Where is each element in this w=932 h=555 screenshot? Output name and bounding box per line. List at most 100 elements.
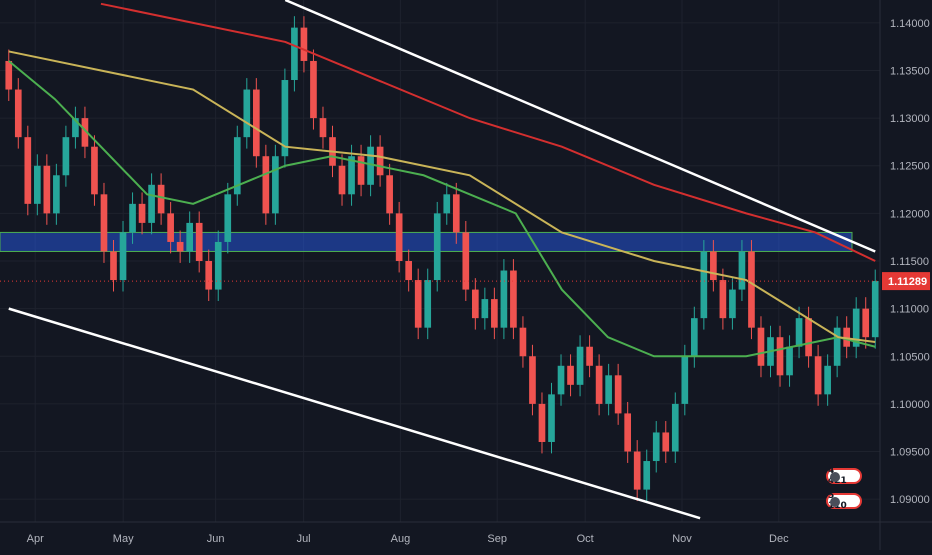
candle-body <box>319 118 327 138</box>
candle-body <box>795 318 803 347</box>
candle-body <box>262 156 270 214</box>
candle-body <box>519 327 527 357</box>
candle-body <box>833 327 841 366</box>
candle-body <box>186 222 194 252</box>
candle-body <box>395 213 403 261</box>
zone-layer <box>0 231 853 252</box>
candle-body <box>167 213 174 242</box>
candle-body <box>786 346 793 376</box>
candle-body <box>81 118 89 147</box>
candle-body <box>481 299 489 319</box>
moving-average-line <box>100 2 876 262</box>
candle-body <box>357 156 365 185</box>
candle-body <box>386 175 393 214</box>
candle-body <box>748 251 755 328</box>
moving-average-line <box>8 50 876 343</box>
price-tick-label: 1.13000 <box>890 113 930 125</box>
candle-body <box>252 89 260 157</box>
candle-body <box>614 375 622 414</box>
candle-body <box>129 203 136 233</box>
candle-body <box>405 261 413 281</box>
flag-icon <box>830 497 840 507</box>
candle-body <box>633 451 641 490</box>
candle-body <box>652 432 660 462</box>
candle-body <box>291 27 298 81</box>
candle-body <box>462 232 470 290</box>
candle-body <box>814 356 822 395</box>
candle-body <box>205 261 213 290</box>
candle-body <box>72 118 79 138</box>
candle-body <box>805 318 812 357</box>
candle-body <box>452 194 460 233</box>
moving-average-line <box>8 60 876 358</box>
candle-body <box>510 270 517 328</box>
last-price-badge <box>882 272 930 291</box>
time-axis[interactable]: Apr May Jun Jul Aug Sep Oct Nov Dec <box>27 533 789 545</box>
candle-body <box>157 184 165 214</box>
time-tick-label: Aug <box>391 533 411 545</box>
candle-body <box>776 337 784 376</box>
candle-body <box>605 375 612 404</box>
candle-body <box>443 194 451 214</box>
candle-body <box>852 308 860 347</box>
candle-body <box>500 270 508 328</box>
candle-body <box>586 346 593 366</box>
last-price-tag: 1.11289 <box>882 272 930 291</box>
candle-body <box>710 251 717 281</box>
candle-body <box>33 165 41 204</box>
candle-body <box>281 80 289 157</box>
candle-body <box>690 318 698 357</box>
time-tick-label: Nov <box>672 533 692 545</box>
price-axis[interactable]: 1.14000 1.13500 1.13000 1.12500 1.12000 1.115… <box>890 18 930 506</box>
candle-body <box>433 213 441 281</box>
candle-body <box>300 27 308 61</box>
trendline <box>8 307 701 520</box>
event-badge-2[interactable]: 5 110 <box>826 491 862 511</box>
candle-body <box>43 165 51 214</box>
candle-body <box>576 346 584 385</box>
last-price-label: 1.11289 <box>888 276 927 288</box>
candle-body <box>233 137 241 195</box>
candle-body <box>376 146 384 176</box>
candle-body <box>414 280 422 328</box>
candle-body <box>100 194 108 252</box>
candle-body <box>557 365 565 395</box>
trendline <box>284 0 876 253</box>
trendlines <box>8 0 876 520</box>
candle-body <box>529 356 536 404</box>
time-tick-label: Jul <box>297 533 311 545</box>
candle-body <box>5 60 13 90</box>
candle-body <box>148 184 155 223</box>
candle-body <box>138 203 146 223</box>
event-badge-1[interactable]: 4 421 <box>826 466 862 486</box>
candle-body <box>272 156 279 214</box>
candle-body <box>119 232 127 281</box>
price-tick-label: 1.09000 <box>890 494 930 506</box>
time-tick-label: Sep <box>487 533 507 545</box>
candle-body <box>595 365 603 404</box>
time-tick-label: Oct <box>577 533 594 545</box>
candle-body <box>224 194 232 242</box>
candles <box>5 16 879 502</box>
candle-body <box>548 394 555 442</box>
candle-body <box>367 146 374 185</box>
price-tick-label: 1.12000 <box>890 208 930 220</box>
candle-body <box>243 89 251 138</box>
candle-body <box>338 165 346 195</box>
flag-icon <box>830 472 840 482</box>
price-tick-label: 1.14000 <box>890 18 930 30</box>
resistance-zone <box>0 231 853 252</box>
moving-averages <box>8 2 876 358</box>
candle-body <box>662 432 670 452</box>
candle-body <box>824 365 831 395</box>
candle-body <box>91 146 98 195</box>
candle-body <box>24 137 32 204</box>
candle-body <box>538 403 546 442</box>
candle-body <box>471 289 479 319</box>
candle-body <box>624 413 632 452</box>
candle-body <box>348 156 355 195</box>
candle-body <box>871 281 879 338</box>
price-tick-label: 1.13500 <box>890 65 930 77</box>
